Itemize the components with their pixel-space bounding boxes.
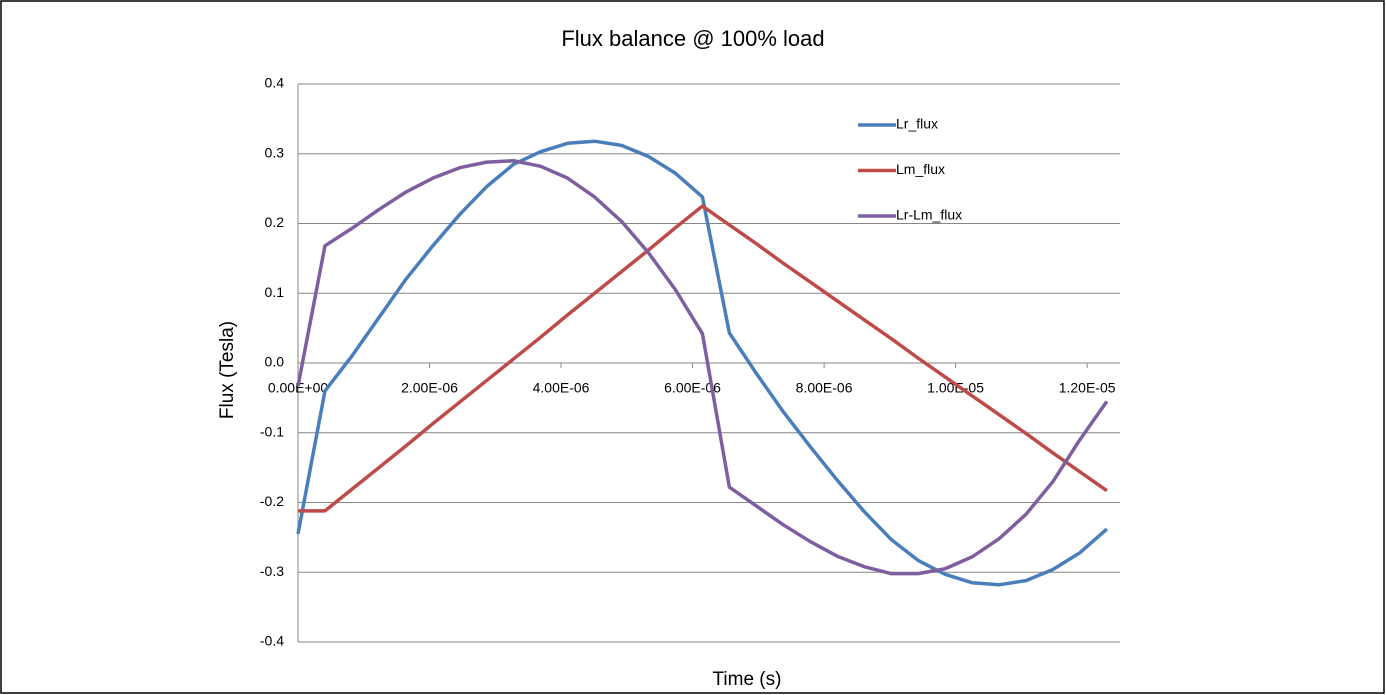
series-line bbox=[296, 139, 1109, 587]
chart-title: Flux balance @ 100% load bbox=[561, 26, 824, 51]
x-tick-label: 8.00E-06 bbox=[796, 380, 853, 396]
y-axis-label: Flux (Tesla) bbox=[217, 321, 238, 419]
legend-label: Lr_flux bbox=[896, 116, 938, 132]
x-tick-label: 2.00E-06 bbox=[401, 380, 458, 396]
x-tick-label: 1.20E-05 bbox=[1059, 380, 1116, 396]
x-tick-label: 6.00E-06 bbox=[664, 380, 721, 396]
y-tick-label: -0.4 bbox=[260, 633, 284, 649]
legend-label: Lm_flux bbox=[896, 161, 945, 177]
y-tick-label: 0.3 bbox=[265, 144, 285, 160]
x-axis-label: Time (s) bbox=[713, 669, 782, 690]
y-tick-label: 0.1 bbox=[265, 284, 285, 300]
x-tick-label: 0.00E+00 bbox=[268, 380, 329, 396]
series-line bbox=[298, 204, 1108, 513]
x-tick-label: 4.00E-06 bbox=[533, 380, 590, 396]
y-tick-label: 0.2 bbox=[265, 214, 285, 230]
y-tick-label: 0.4 bbox=[265, 75, 285, 91]
x-tick-label: 1.00E-05 bbox=[927, 380, 984, 396]
y-tick-label: -0.3 bbox=[260, 563, 284, 579]
y-tick-label: -0.1 bbox=[260, 423, 284, 439]
y-tick-label: 0.0 bbox=[265, 354, 285, 370]
y-tick-label: -0.2 bbox=[260, 493, 284, 509]
legend-label: Lr-Lm_flux bbox=[896, 207, 962, 223]
series-line bbox=[296, 158, 1109, 576]
